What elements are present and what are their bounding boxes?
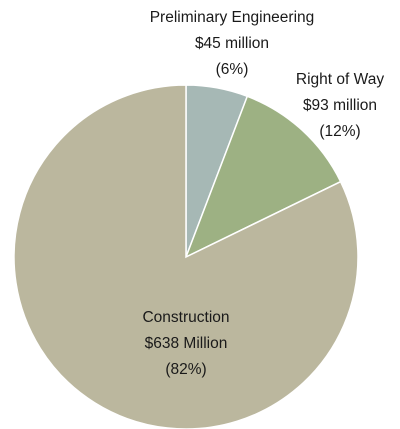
value-label: $45 million	[195, 35, 269, 52]
value-label: $93 million	[303, 97, 377, 114]
percent-label: (6%)	[216, 61, 249, 78]
value-label: $638 Million	[145, 335, 228, 352]
slice-label: Preliminary Engineering	[150, 9, 315, 26]
pie-slice	[13, 84, 359, 429]
slice-label: Construction	[142, 309, 229, 326]
percent-label: (82%)	[165, 361, 206, 378]
percent-label: (12%)	[319, 123, 360, 140]
pie-slice	[184, 95, 342, 259]
slice-label: Right of Way	[296, 71, 384, 88]
